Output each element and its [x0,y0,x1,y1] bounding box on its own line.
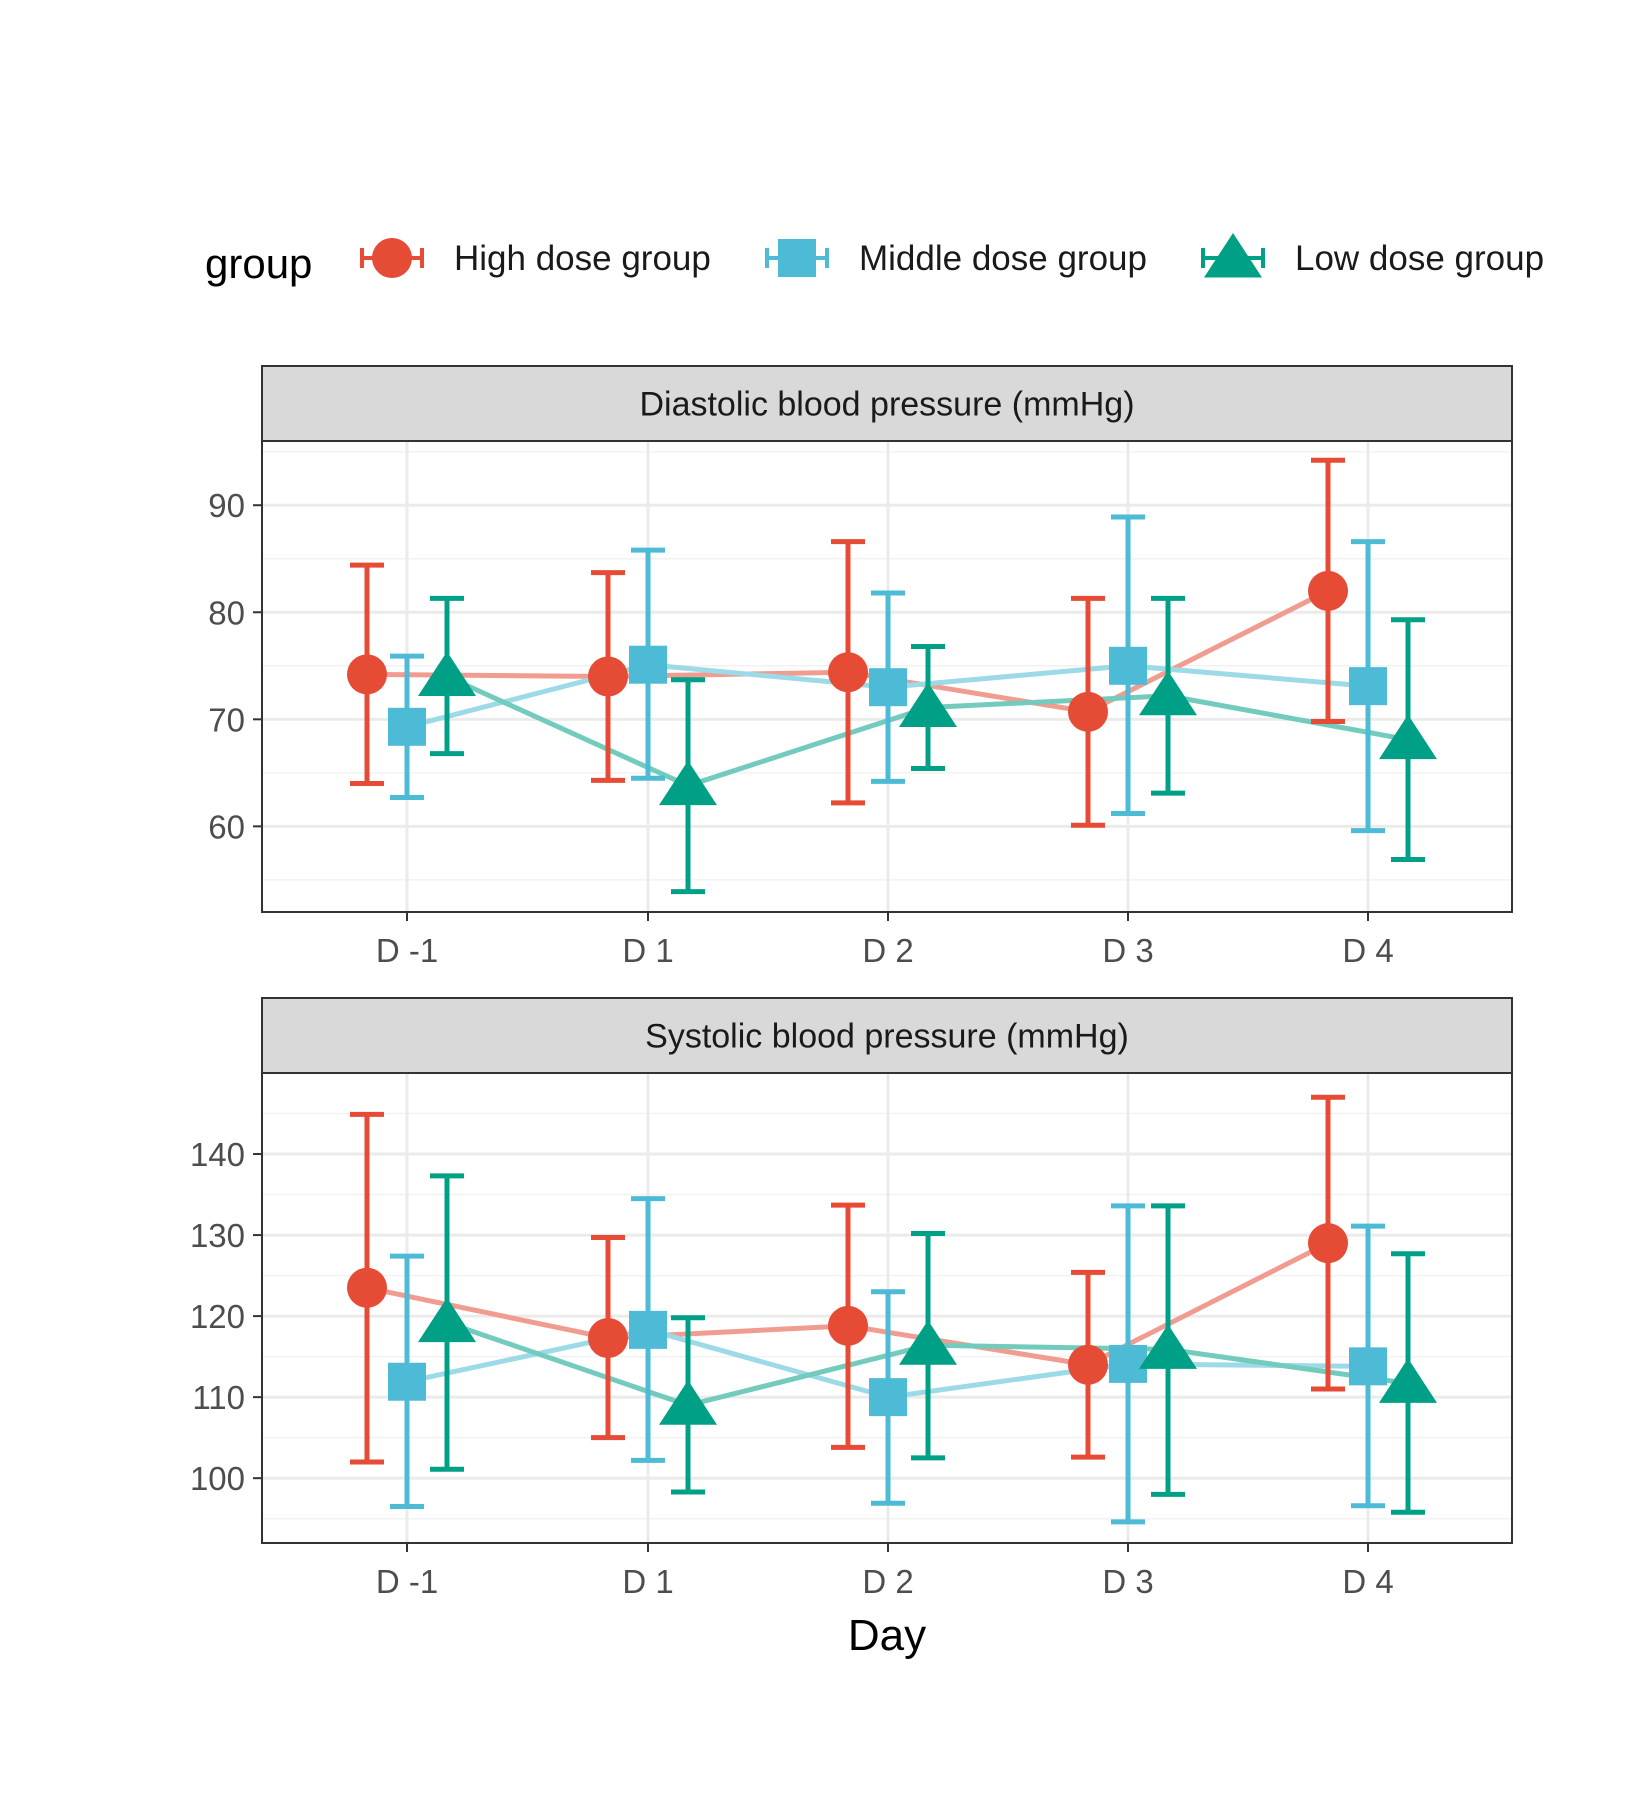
legend-entry: Middle dose group [765,239,1147,278]
panel: Diastolic blood pressure (mmHg) 60 70 80 90 D… [208,365,1513,969]
data-point-square [629,645,667,684]
data-point-circle [347,1267,387,1308]
data-point-triangle [418,1297,476,1343]
x-tick-label: D -1 [376,1563,438,1600]
y-tick-label: 60 [208,808,245,845]
y-tick-label: 80 [208,594,245,631]
data-point-triangle [1139,670,1197,716]
x-tick-label: D 3 [1102,1563,1153,1600]
data-point-circle [347,654,387,695]
data-point-square [1109,646,1147,685]
x-tick-label: D 4 [1342,932,1393,969]
data-point-triangle [1379,714,1437,760]
panel-title: Systolic blood pressure (mmHg) [645,1018,1129,1056]
y-tick-label: 130 [190,1217,245,1254]
data-point-square [1109,1344,1147,1383]
y-tick-label: 110 [192,1379,245,1416]
panel: Systolic blood pressure (mmHg) 100 110 120 1… [190,997,1513,1600]
data-point-triangle [1139,1324,1197,1369]
x-tick-label: D 2 [862,932,913,969]
x-tick-label: D 4 [1342,1563,1393,1600]
panel-border [261,440,1513,913]
data-point-circle [828,1305,868,1346]
data-point-triangle [1379,1358,1437,1403]
data-point-square [869,668,907,707]
series-triangle-marks [418,1173,1437,1515]
x-tick-label: D 3 [1102,932,1153,969]
legend-label: Middle dose group [859,239,1147,278]
data-point-triangle [659,1380,717,1425]
data-point-circle [1068,1344,1108,1385]
legend-entry: Low dose group [1201,233,1544,278]
data-point-triangle [899,682,957,728]
series-group [347,457,1437,895]
data-point-circle [588,1317,628,1358]
x-tick-label: D 1 [622,1563,673,1600]
data-point-circle [1308,570,1348,611]
legend-circle-marker [372,238,412,278]
y-tick-label: 100 [190,1460,245,1497]
series-triangle-marks [418,595,1437,895]
data-point-circle [828,652,868,693]
legend-title: group [205,240,312,287]
panel-border [261,1072,1513,1544]
panel-strip [261,997,1513,1074]
series-circle-marks [347,1094,1348,1465]
legend-label: Low dose group [1295,239,1544,278]
series-circle-marks [347,457,1348,828]
data-point-square [388,1362,426,1401]
panel-strip [261,365,1513,442]
y-tick-label: 90 [208,487,245,524]
y-tick-label: 120 [190,1298,245,1335]
x-tick-label: D 2 [862,1563,913,1600]
legend-entry: High dose group [360,238,711,278]
legend-label: High dose group [454,239,711,278]
data-point-circle [588,656,628,697]
data-point-triangle [899,1320,957,1365]
data-point-square [1349,667,1387,706]
series-square-marks [388,514,1387,834]
data-point-square [388,707,426,746]
series-group [347,1094,1437,1525]
legend: group High dose group Middle dose group Low… [205,233,1544,287]
data-point-triangle [659,760,717,806]
series-square-marks [388,1196,1387,1525]
x-tick-label: D -1 [376,932,438,969]
data-point-triangle [418,651,476,696]
data-point-square [1349,1347,1387,1386]
y-tick-label: 70 [208,701,245,738]
panel-title: Diastolic blood pressure (mmHg) [639,386,1134,424]
x-tick-label: D 1 [622,932,673,969]
data-point-circle [1308,1223,1348,1264]
x-axis-title: Day [848,1611,926,1660]
data-point-square [869,1378,907,1417]
y-tick-label: 140 [190,1136,245,1173]
data-point-circle [1068,691,1108,732]
legend-triangle-marker [1204,233,1262,278]
data-point-square [629,1310,667,1349]
legend-square-marker [778,239,816,277]
